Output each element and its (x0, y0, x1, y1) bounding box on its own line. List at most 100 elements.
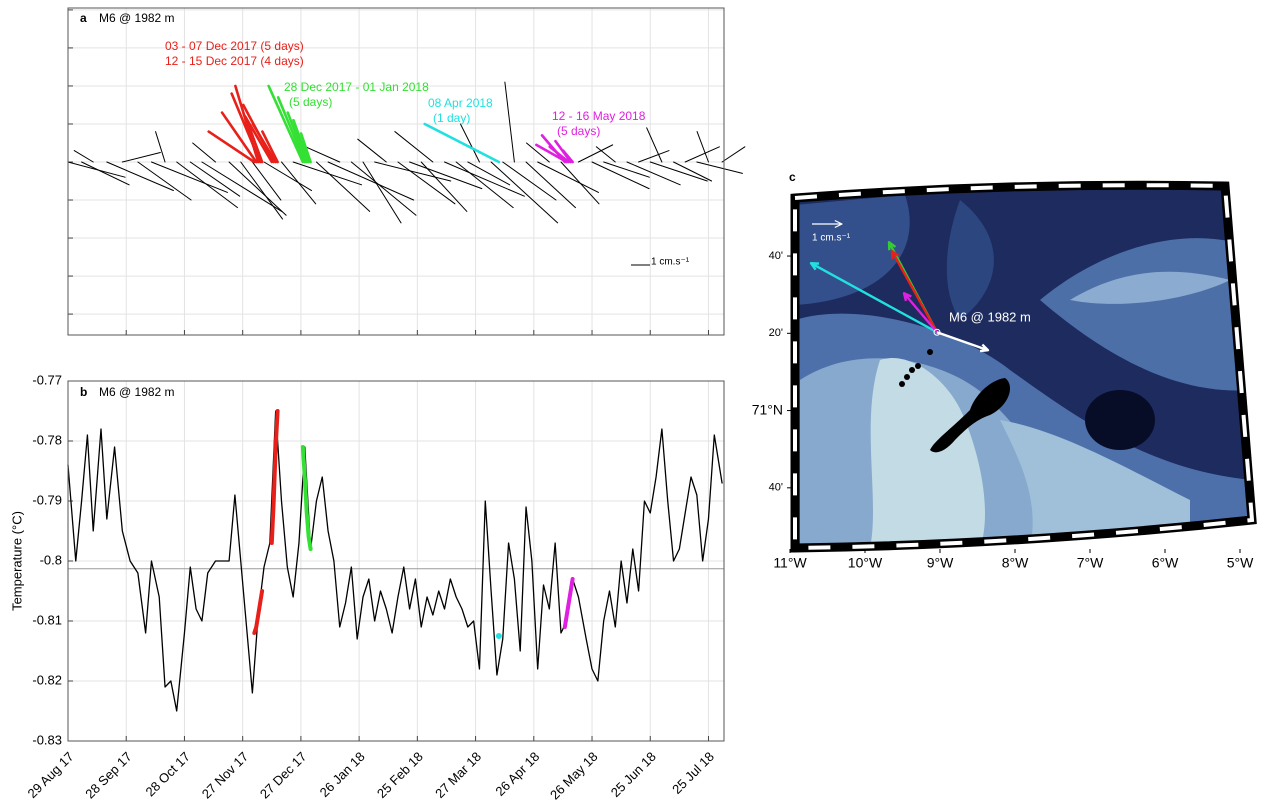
lon-label: 11°W (773, 555, 807, 571)
stick (280, 161, 317, 205)
station-label: M6 @ 1982 m (949, 310, 1031, 325)
stick (374, 161, 452, 182)
stick (561, 149, 574, 164)
stick (137, 161, 192, 201)
x-tick-label: 25 Jun 18 (608, 749, 659, 800)
stick (261, 130, 279, 164)
panel-title: M6 @ 1982 m (99, 11, 175, 25)
stick (591, 161, 650, 190)
stick (649, 161, 708, 182)
stick (526, 142, 550, 163)
x-tick-label: 27 Nov 17 (199, 749, 252, 802)
stick (560, 161, 600, 205)
stick (603, 161, 650, 178)
stick (286, 111, 309, 164)
stick (106, 161, 174, 192)
y-tick-label: -0.77 (32, 372, 62, 387)
annotation: 03 - 07 Dec 2017 (5 days) (165, 39, 304, 53)
stick (299, 132, 312, 164)
x-tick-label: 25 Jul 18 (669, 749, 717, 797)
y-tick-label: -0.8 (40, 552, 62, 567)
lon-label: 5°W (1227, 555, 1254, 571)
stick (696, 131, 709, 163)
stick (595, 146, 616, 163)
stick (121, 151, 161, 163)
line-series (300, 445, 313, 551)
annotation: 12 - 15 Dec 2017 (4 days) (165, 54, 304, 68)
stick (207, 130, 256, 164)
stick (696, 161, 743, 174)
stick (189, 161, 241, 197)
annotation: 12 - 16 May 2018 (552, 109, 646, 123)
stick (240, 161, 284, 220)
stick (267, 84, 305, 164)
panel-letter: c (789, 170, 796, 184)
current-vector (936, 331, 990, 353)
lon-label: 6°W (1152, 555, 1179, 571)
stick (537, 161, 600, 193)
stick (444, 161, 525, 197)
stick (73, 150, 94, 163)
stick (263, 161, 313, 192)
x-tick-label: 29 Aug 17 (25, 749, 77, 801)
y-tick-label: -0.79 (32, 492, 62, 507)
stick (504, 81, 515, 163)
stick (535, 143, 569, 164)
scale-label: 1 cm.s⁻¹ (651, 257, 690, 268)
annotation: (1 day) (433, 111, 470, 125)
line-series (562, 577, 575, 629)
stick (251, 122, 277, 164)
stick (150, 161, 229, 193)
plot-area (68, 8, 724, 335)
y-axis-label: Temperature (°C) (9, 511, 24, 611)
stick (626, 161, 681, 186)
annotation: (5 days) (289, 95, 332, 109)
lat-label: 40' (769, 482, 783, 494)
stick (201, 161, 283, 212)
stick (176, 161, 239, 209)
lon-label: 8°W (1002, 555, 1029, 571)
map-background (795, 185, 1252, 548)
station (933, 328, 941, 336)
stick (276, 96, 307, 164)
stick (721, 146, 746, 163)
x-tick-label: 26 Apr 18 (492, 749, 542, 799)
lat-label: 71°N (752, 401, 783, 417)
map-frame-dash (793, 183, 1255, 551)
stick (155, 131, 166, 163)
x-tick-label: 26 Jan 18 (317, 749, 368, 800)
stick (315, 161, 371, 212)
current-vector (890, 250, 939, 333)
current-vector (809, 262, 938, 334)
stick (638, 150, 670, 163)
panel-title: M6 @ 1982 m (99, 385, 175, 399)
stick (292, 161, 363, 186)
y-tick-label: -0.81 (32, 612, 62, 627)
x-tick-label: 28 Oct 17 (143, 749, 193, 799)
x-tick-label: 26 May 18 (547, 749, 601, 803)
stick (220, 111, 258, 164)
stick (397, 161, 456, 205)
x-tick-label: 25 Feb 18 (374, 749, 426, 801)
stick (577, 144, 614, 163)
x-tick-label: 27 Mar 18 (432, 749, 484, 801)
x-tick-label: 28 Sep 17 (82, 749, 135, 802)
stick (327, 161, 415, 201)
y-tick-label: -0.82 (32, 672, 62, 687)
stick (243, 115, 274, 164)
lon-label: 7°W (1077, 555, 1104, 571)
annotation: (5 days) (557, 124, 600, 138)
stick (548, 145, 571, 164)
annotation: 08 Apr 2018 (428, 96, 493, 110)
stick (423, 122, 501, 164)
panel-letter: a (80, 11, 87, 25)
stick (192, 142, 217, 163)
stick (525, 161, 576, 209)
stick (357, 138, 387, 163)
stick (81, 161, 130, 186)
stick (292, 118, 310, 164)
lon-label: 9°W (927, 555, 954, 571)
stick (304, 146, 341, 163)
